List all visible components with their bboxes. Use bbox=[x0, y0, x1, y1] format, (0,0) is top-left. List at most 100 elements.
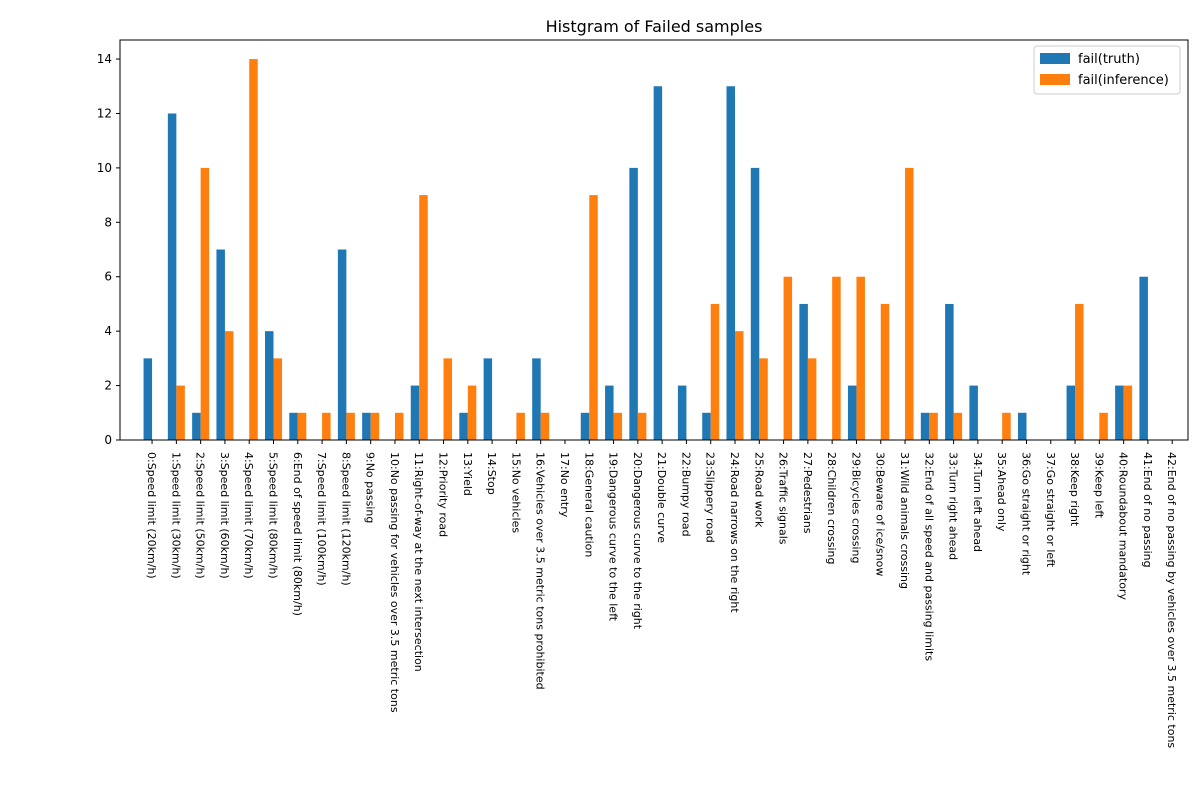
x-tick-label: 34:Turn left ahead bbox=[971, 452, 984, 552]
bar-truth-9 bbox=[362, 412, 371, 440]
bar-truth-25 bbox=[750, 167, 760, 440]
x-tick-label: 14:Stop bbox=[485, 452, 498, 495]
bar-inference-31 bbox=[905, 167, 914, 440]
y-tick-label: 14 bbox=[97, 52, 112, 66]
bar-truth-0 bbox=[143, 358, 153, 440]
bar-truth-24 bbox=[726, 86, 735, 440]
x-tick-label: 35:Ahead only bbox=[995, 452, 1008, 532]
x-tick-label: 17:No entry bbox=[558, 452, 571, 518]
bar-truth-29 bbox=[847, 385, 857, 440]
plot-frame bbox=[119, 39, 1189, 441]
x-tick-label: 42:End of no passing by vehicles over 3.… bbox=[1165, 452, 1178, 748]
y-tick-label: 10 bbox=[97, 161, 112, 175]
bar-inference-32 bbox=[929, 412, 938, 440]
bar-truth-27 bbox=[799, 303, 808, 440]
legend: fail(truth) fail(inference) bbox=[1033, 45, 1181, 95]
legend-label: fail(inference) bbox=[1078, 73, 1169, 88]
x-tick-label: 30:Beware of ice/snow bbox=[874, 452, 887, 576]
bar-inference-28 bbox=[832, 276, 841, 440]
bar-truth-16 bbox=[532, 358, 541, 440]
bar-truth-13 bbox=[459, 412, 468, 440]
bar-inference-33 bbox=[953, 412, 963, 440]
x-tick-label: 20:Dangerous curve to the right bbox=[631, 452, 644, 630]
x-tick-label: 36:Go straight or right bbox=[1019, 452, 1032, 576]
bar-truth-19 bbox=[605, 385, 614, 440]
bar-truth-6 bbox=[289, 412, 298, 440]
bar-truth-38 bbox=[1066, 385, 1076, 440]
chart-title: Histgram of Failed samples bbox=[546, 17, 763, 36]
x-tick-label: 32:End of all speed and passing limits bbox=[922, 452, 935, 661]
bar-inference-1 bbox=[176, 385, 185, 440]
x-tick-label: 38:Keep right bbox=[1068, 452, 1081, 527]
bar-inference-6 bbox=[297, 412, 307, 440]
x-tick-label: 12:Priority road bbox=[437, 452, 450, 537]
bar-inference-5 bbox=[273, 358, 283, 440]
bar-truth-21 bbox=[653, 86, 663, 440]
bar-inference-24 bbox=[735, 331, 744, 440]
bar-truth-34 bbox=[969, 385, 978, 440]
x-tick-label: 18:General caution bbox=[582, 452, 595, 557]
y-tick-label: 4 bbox=[104, 324, 112, 338]
legend-label: fail(truth) bbox=[1078, 52, 1140, 67]
bar-inference-8 bbox=[346, 412, 355, 440]
x-tick-label: 24:Road narrows on the right bbox=[728, 452, 741, 613]
bar-inference-4 bbox=[249, 59, 258, 441]
x-tick-label: 39:Keep left bbox=[1092, 452, 1105, 519]
bar-truth-1 bbox=[167, 113, 177, 440]
bar-truth-32 bbox=[920, 412, 930, 440]
x-tick-label: 21:Double curve bbox=[655, 452, 668, 543]
bar-inference-12 bbox=[443, 358, 453, 440]
bar-truth-22 bbox=[677, 385, 687, 440]
x-tick-label: 3:Speed limit (60km/h) bbox=[218, 452, 231, 579]
y-tick-label: 8 bbox=[104, 215, 112, 229]
bar-truth-18 bbox=[580, 412, 590, 440]
y-tick-label: 12 bbox=[97, 106, 112, 120]
x-tick-label: 26:Traffic signals bbox=[777, 452, 790, 545]
bar-truth-20 bbox=[629, 167, 638, 440]
bar-inference-10 bbox=[394, 412, 404, 440]
bar-inference-29 bbox=[856, 276, 865, 440]
x-tick-label: 13:Yield bbox=[461, 452, 474, 496]
bar-truth-3 bbox=[216, 249, 225, 440]
legend-swatch bbox=[1040, 74, 1070, 85]
x-tick-label: 10:No passing for vehicles over 3.5 metr… bbox=[388, 452, 401, 713]
bar-truth-40 bbox=[1115, 385, 1124, 440]
bar-inference-16 bbox=[540, 412, 550, 440]
x-tick-label: 22:Bumpy road bbox=[679, 452, 692, 537]
x-tick-label: 4:Speed limit (70km/h) bbox=[242, 452, 255, 579]
x-tick-label: 23:Slippery road bbox=[704, 452, 717, 543]
bar-inference-20 bbox=[637, 412, 647, 440]
bars-layer bbox=[143, 59, 1148, 441]
bar-inference-13 bbox=[467, 385, 477, 440]
x-tick-label: 11:Right-of-way at the next intersection bbox=[412, 452, 425, 672]
x-tick-label: 25:Road work bbox=[752, 452, 765, 528]
bar-inference-26 bbox=[783, 276, 793, 440]
bar-inference-2 bbox=[200, 167, 210, 440]
bar-inference-39 bbox=[1099, 412, 1108, 440]
bar-inference-19 bbox=[613, 412, 623, 440]
x-tick-label: 37:Go straight or left bbox=[1044, 452, 1057, 568]
x-tick-label: 28:Children crossing bbox=[825, 452, 838, 565]
legend-swatch bbox=[1040, 53, 1070, 64]
bar-inference-15 bbox=[516, 412, 525, 440]
axes-layer: 0 2 4 6 8 10 12 14 0:Speed limit (20km/h) 1:Speed… bbox=[97, 39, 1189, 748]
bar-truth-14 bbox=[483, 358, 493, 440]
y-tick-label: 6 bbox=[104, 270, 112, 284]
bar-truth-11 bbox=[410, 385, 420, 440]
bar-truth-2 bbox=[192, 412, 201, 440]
x-tick-label: 0:Speed limit (20km/h) bbox=[145, 452, 158, 579]
legend-box bbox=[1033, 45, 1181, 95]
bar-truth-8 bbox=[337, 249, 347, 440]
bar-inference-23 bbox=[710, 303, 720, 440]
bar-truth-23 bbox=[702, 412, 711, 440]
bar-inference-3 bbox=[224, 331, 234, 440]
bar-inference-38 bbox=[1075, 303, 1084, 440]
bar-inference-35 bbox=[1002, 412, 1011, 440]
x-tick-label: 31:Wild animals crossing bbox=[898, 452, 911, 589]
bar-inference-9 bbox=[370, 412, 380, 440]
bar-inference-25 bbox=[759, 358, 768, 440]
bar-inference-7 bbox=[322, 412, 331, 440]
x-tick-label: 9:No passing bbox=[364, 452, 377, 523]
bar-inference-18 bbox=[589, 195, 598, 440]
